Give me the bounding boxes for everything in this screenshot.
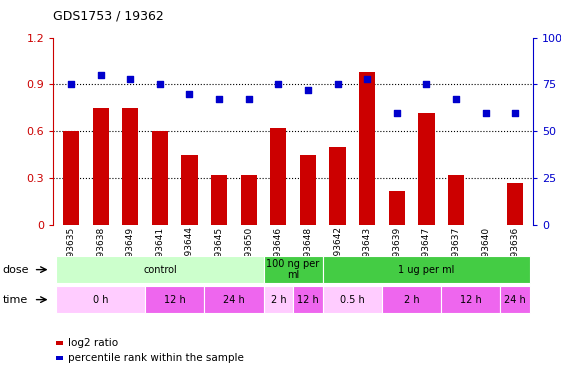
Text: dose: dose (3, 265, 29, 274)
Text: 0 h: 0 h (93, 295, 108, 304)
Point (96, 72, 105, 78)
Text: 100 ng per
ml: 100 ng per ml (266, 259, 320, 280)
Bar (270, 128, 287, 225)
Text: 1 ug per ml: 1 ug per ml (398, 265, 454, 274)
Text: GDS1753 / 19362: GDS1753 / 19362 (53, 9, 164, 22)
Text: 0.5 h: 0.5 h (340, 295, 365, 304)
Point (481, 110, 490, 116)
Text: time: time (3, 295, 28, 304)
Text: 12 h: 12 h (297, 295, 319, 304)
Bar (63, 131, 79, 225)
Text: 2 h: 2 h (270, 295, 286, 304)
Bar (300, 154, 316, 225)
Point (333, 81, 342, 87)
Bar (448, 175, 464, 225)
Bar (507, 183, 523, 225)
Point (155, 81, 164, 87)
Point (244, 96, 253, 102)
Point (185, 91, 194, 97)
Point (215, 96, 224, 102)
Bar (389, 190, 405, 225)
Text: 24 h: 24 h (223, 295, 245, 304)
Point (362, 76, 371, 82)
Bar (418, 112, 435, 225)
Point (304, 87, 312, 93)
Point (392, 110, 401, 116)
Point (67, 81, 76, 87)
Bar (122, 108, 139, 225)
Bar (211, 175, 227, 225)
Bar (329, 147, 346, 225)
Text: 12 h: 12 h (164, 295, 186, 304)
Text: control: control (143, 265, 177, 274)
Bar (181, 154, 197, 225)
Text: 12 h: 12 h (460, 295, 482, 304)
Bar (93, 108, 109, 225)
Bar (241, 175, 257, 225)
Point (452, 96, 461, 102)
Text: percentile rank within the sample: percentile rank within the sample (68, 353, 245, 363)
Bar (359, 72, 375, 225)
Point (274, 81, 283, 87)
Bar (151, 131, 168, 225)
Text: 2 h: 2 h (404, 295, 420, 304)
Point (511, 110, 519, 116)
Text: log2 ratio: log2 ratio (68, 338, 118, 348)
Text: 24 h: 24 h (504, 295, 526, 304)
Point (422, 81, 431, 87)
Point (126, 76, 135, 82)
